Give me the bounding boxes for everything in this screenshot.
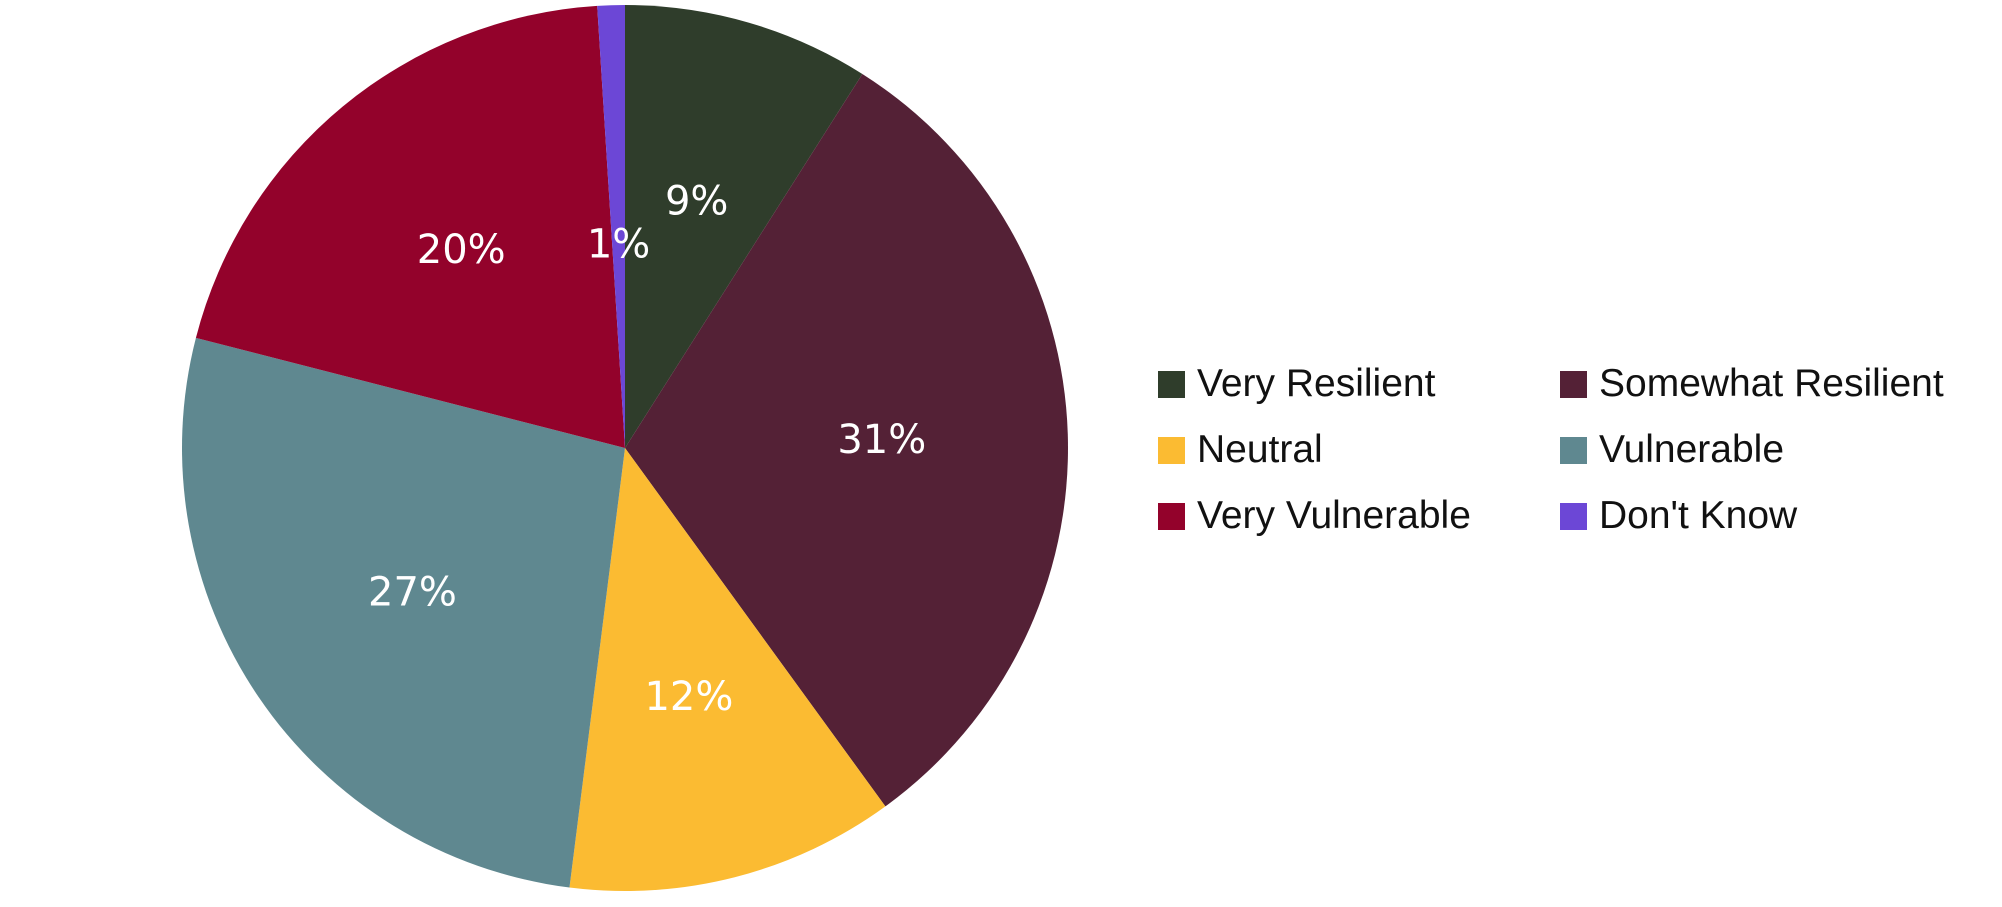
legend-item-somewhat-resilient: Somewhat Resilient [1560,362,1980,406]
legend-item-very-resilient: Very Resilient [1158,362,1560,406]
legend-label-very-resilient: Very Resilient [1197,362,1436,405]
chart-legend: Very Resilient Somewhat Resilient Neutra… [1158,362,1980,538]
legend-swatch-very-vulnerable [1158,502,1185,530]
pie-label-don-t-know: 1% [587,221,650,267]
legend-item-neutral: Neutral [1158,428,1560,472]
pie-labels: 9% 31% 12% 27% 20% 1% [368,178,926,720]
pie-slice-somewhat-resilient [625,73,1068,807]
legend-label-neutral: Neutral [1197,428,1323,471]
pie-slice-don-t-know [597,5,625,448]
pie-slice-very-vulnerable [195,5,625,449]
legend-label-dont-know: Don't Know [1599,494,1798,537]
pie-slice-very-resilient [625,5,863,448]
pie-chart: 9% 31% 12% 27% 20% 1% [182,5,1068,892]
legend-label-somewhat-resilient: Somewhat Resilient [1599,362,1944,405]
pie-label-somewhat-resilient: 31% [837,417,926,463]
legend-swatch-somewhat-resilient [1560,370,1587,398]
pie-slice-vulnerable [182,337,625,888]
pie-slice-neutral [569,448,886,892]
pie-slices [182,5,1068,892]
legend-item-vulnerable: Vulnerable [1560,428,1980,472]
pie-label-vulnerable: 27% [368,569,457,615]
legend-swatch-vulnerable [1560,436,1587,464]
legend-label-very-vulnerable: Very Vulnerable [1197,494,1471,537]
legend-swatch-dont-know [1560,502,1587,530]
pie-label-very-vulnerable: 20% [417,227,506,273]
legend-swatch-neutral [1158,436,1185,464]
pie-label-neutral: 12% [644,674,733,720]
legend-item-dont-know: Don't Know [1560,494,1980,538]
legend-item-very-vulnerable: Very Vulnerable [1158,494,1560,538]
pie-label-very-resilient: 9% [665,178,728,224]
legend-label-vulnerable: Vulnerable [1599,428,1785,471]
legend-swatch-very-resilient [1158,370,1185,398]
